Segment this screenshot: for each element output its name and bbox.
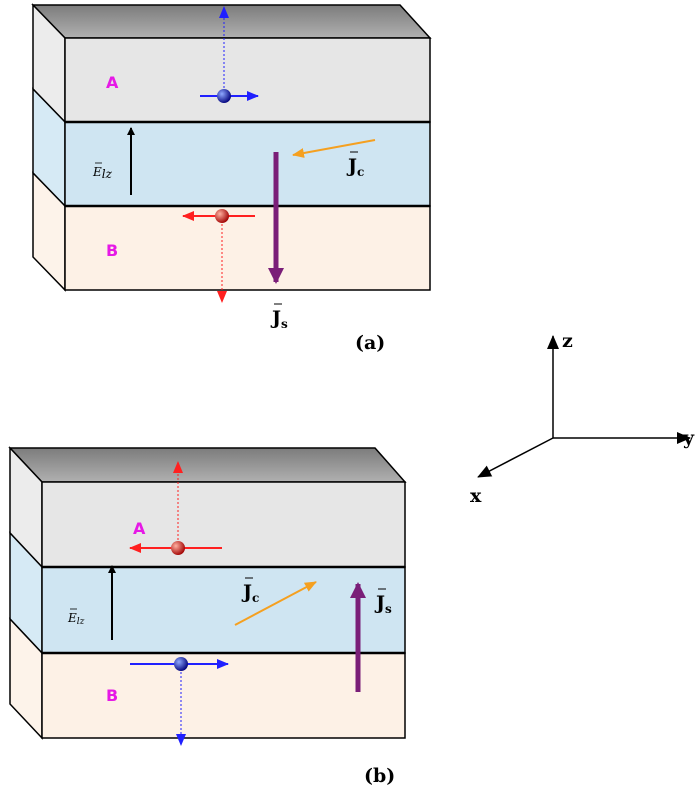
field-subscript: lz <box>102 167 113 181</box>
diagram: A B Elz Jc Js (a) z y x A B Elz Jc Js (b… <box>0 0 700 798</box>
axis-label: y <box>682 427 695 449</box>
layer-label: B <box>106 241 118 260</box>
panel-label: (b) <box>364 765 395 787</box>
subscript: c <box>357 165 364 179</box>
subscript: c <box>252 591 259 605</box>
field-symbol: E <box>92 165 102 179</box>
subscript: s <box>385 602 392 616</box>
symbol: J <box>374 592 385 614</box>
layer-label: B <box>106 686 118 705</box>
axes <box>478 336 690 477</box>
layer-label: A <box>133 519 146 538</box>
symbol: J <box>241 581 252 603</box>
symbol: J <box>270 307 281 329</box>
panel-a <box>33 5 430 290</box>
field-subscript: lz <box>77 617 85 627</box>
panel-label: (a) <box>355 332 385 354</box>
field-symbol: E <box>67 611 77 625</box>
axis-label: x <box>470 485 482 507</box>
field-label: Elz <box>92 165 113 181</box>
panel-b <box>10 448 405 738</box>
axis-label: z <box>562 330 573 352</box>
symbol: J <box>346 155 357 177</box>
layer-label: A <box>106 73 119 92</box>
spin-current-label: Js <box>270 307 288 331</box>
subscript: s <box>281 317 288 331</box>
